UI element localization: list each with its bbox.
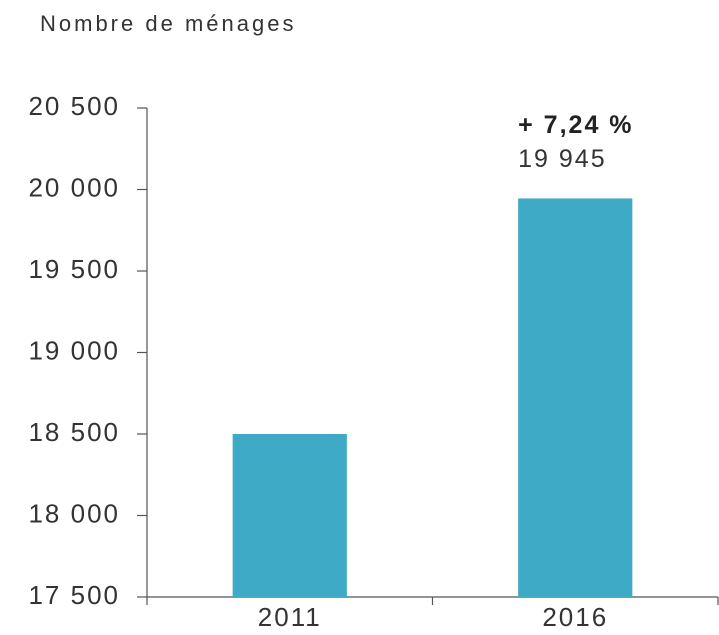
y-tick-label: 20 500: [28, 91, 120, 121]
x-tick-label: 2011: [258, 602, 322, 632]
y-tick-label: 17 500: [28, 580, 120, 610]
y-tick-label: 19 500: [28, 254, 120, 284]
y-tick-label: 18 000: [28, 498, 120, 528]
y-tick-label: 18 500: [28, 417, 120, 447]
y-tick-label: 19 000: [28, 335, 120, 365]
bar: [232, 434, 347, 597]
x-tick-label: 2016: [542, 602, 608, 632]
y-tick-label: 20 000: [28, 172, 120, 202]
bar: [518, 198, 633, 597]
chart-title: Nombre de ménages: [40, 11, 296, 36]
annotation: + 7,24 %: [518, 111, 633, 139]
value-label: 19 945: [518, 145, 606, 173]
